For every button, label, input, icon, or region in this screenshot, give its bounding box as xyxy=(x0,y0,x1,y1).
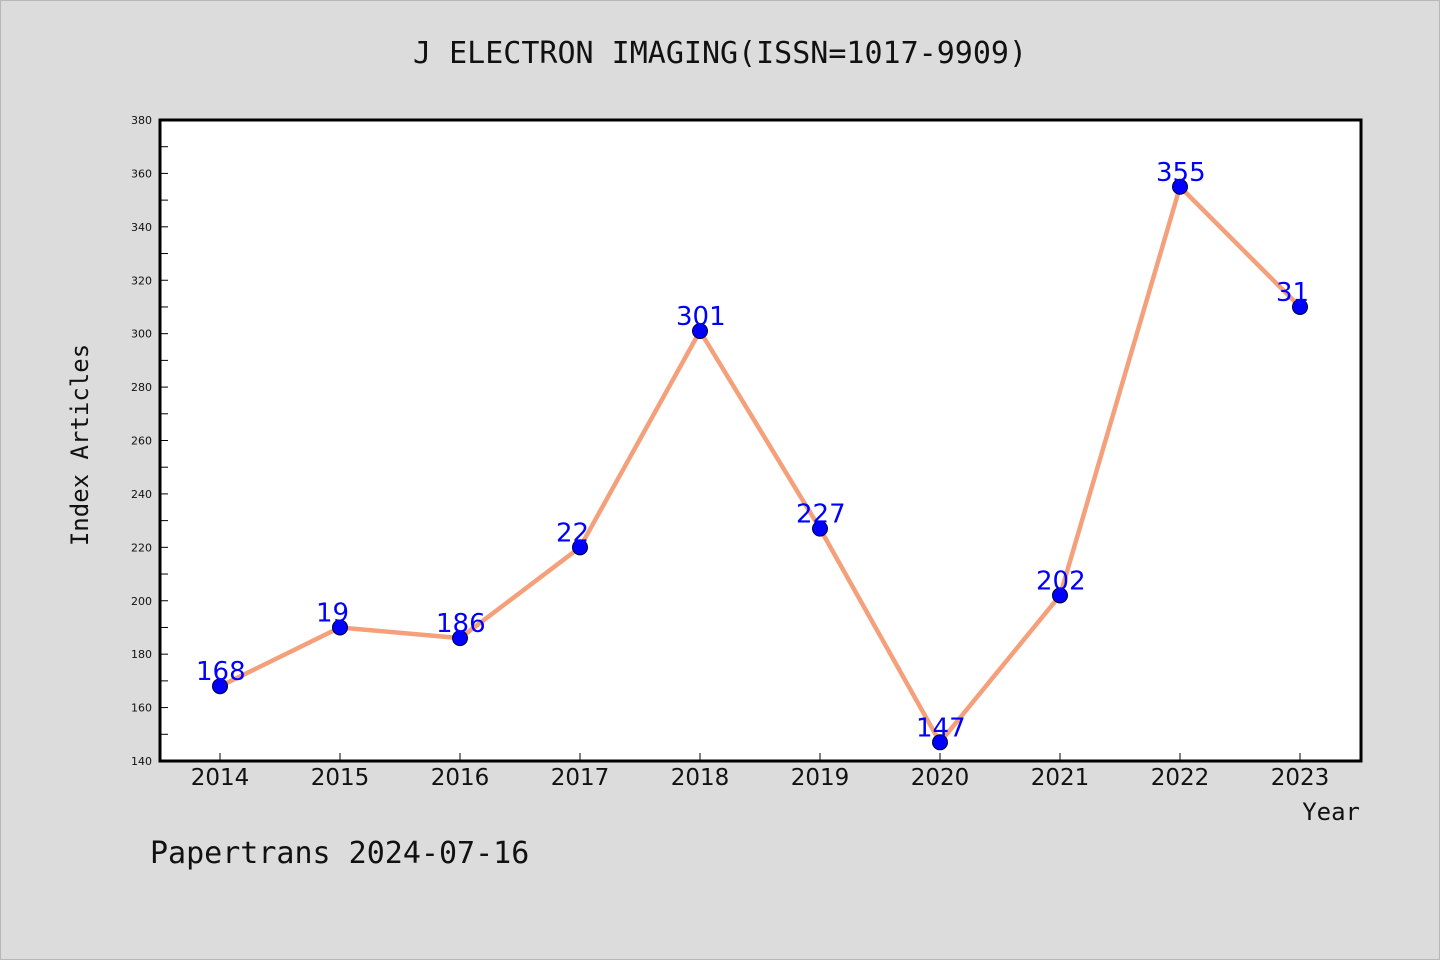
x-tick-label: 2014 xyxy=(191,765,250,791)
y-tick-label: 300 xyxy=(131,328,152,341)
x-tick-label: 2017 xyxy=(551,765,610,791)
data-label: 22 xyxy=(556,518,589,548)
x-tick-label: 2023 xyxy=(1271,765,1330,791)
x-tick-label: 2021 xyxy=(1031,765,1090,791)
data-point xyxy=(452,630,468,647)
x-tick-label: 2018 xyxy=(671,765,730,791)
chart-title: J ELECTRON IMAGING(ISSN=1017-9909) xyxy=(412,36,1028,71)
x-tick-label: 2022 xyxy=(1151,765,1210,791)
x-tick-label: 2019 xyxy=(791,765,850,791)
data-point xyxy=(692,322,708,339)
data-label: 355 xyxy=(1156,158,1206,188)
data-point xyxy=(332,619,348,636)
x-tick-label: 2015 xyxy=(311,765,370,791)
footer-credit: Papertrans 2024-07-16 xyxy=(150,836,530,871)
y-tick-label: 340 xyxy=(131,221,152,234)
y-tick-label: 140 xyxy=(131,755,152,768)
y-tick-label: 220 xyxy=(131,541,152,554)
data-point xyxy=(812,520,828,537)
data-label: 186 xyxy=(436,609,486,639)
y-tick-label: 260 xyxy=(131,435,152,448)
y-tick-label: 360 xyxy=(131,167,152,180)
data-point xyxy=(212,678,228,695)
data-label: 19 xyxy=(316,598,349,628)
data-label: 227 xyxy=(796,500,846,530)
y-tick-label: 320 xyxy=(131,274,152,287)
data-label: 202 xyxy=(1036,566,1086,596)
data-point xyxy=(1292,298,1308,315)
data-label: 301 xyxy=(676,302,726,332)
data-point xyxy=(932,734,948,751)
x-tick-label: 2016 xyxy=(431,765,490,791)
y-tick-label: 160 xyxy=(131,702,152,715)
data-label: 147 xyxy=(916,713,966,743)
series-line xyxy=(219,184,1302,745)
data-point xyxy=(572,539,588,556)
x-axis-label: Year xyxy=(1302,798,1360,826)
data-point xyxy=(1052,587,1068,604)
y-tick-label: 200 xyxy=(131,595,152,608)
y-tick-label: 240 xyxy=(131,488,152,501)
y-tick-label: 380 xyxy=(131,114,152,127)
data-label: 168 xyxy=(196,657,246,687)
y-tick-label: 280 xyxy=(131,381,152,394)
y-tick-label: 180 xyxy=(131,648,152,661)
data-label: 31 xyxy=(1276,278,1309,308)
plot-area xyxy=(158,118,1363,763)
x-tick-label: 2020 xyxy=(911,765,970,791)
data-point xyxy=(1172,178,1188,195)
